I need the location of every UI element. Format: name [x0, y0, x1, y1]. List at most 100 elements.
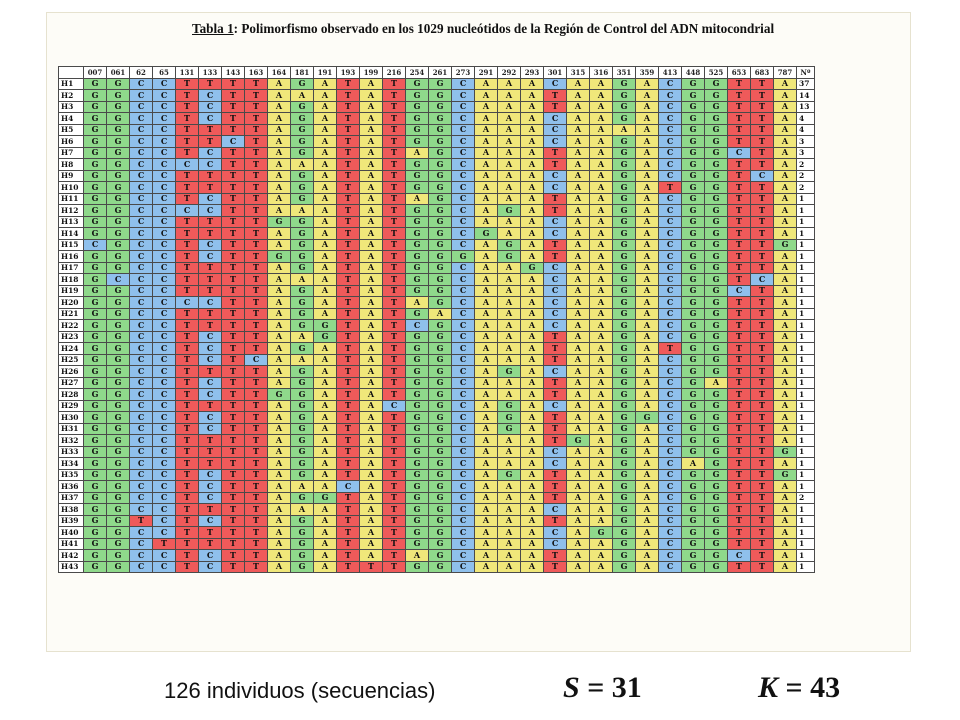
- nucleotide-cell: T: [221, 169, 245, 182]
- nucleotide-cell: G: [612, 135, 636, 148]
- haplotype-label: H27: [58, 376, 84, 389]
- nucleotide-cell: C: [451, 457, 475, 470]
- nucleotide-cell: T: [750, 445, 774, 458]
- nucleotide-cell: T: [750, 181, 774, 194]
- nucleotide-cell: A: [773, 273, 797, 286]
- nucleotide-cell: A: [635, 261, 659, 274]
- nucleotide-cell: A: [566, 468, 590, 481]
- nucleotide-cell: T: [727, 342, 751, 355]
- haplotype-label: H26: [58, 365, 84, 378]
- nucleotide-cell: A: [520, 330, 544, 343]
- nucleotide-cell: A: [520, 491, 544, 504]
- nucleotide-cell: C: [658, 560, 682, 573]
- haplotype-row: H20 G G C C C C T T A G A T A T A G C A A A C A A G A C G G T T A 1: [58, 296, 815, 309]
- nucleotide-cell: G: [428, 192, 452, 205]
- nucleotide-cell: A: [497, 319, 521, 332]
- nucleotide-cell: A: [359, 388, 383, 401]
- nucleotide-cell: A: [497, 445, 521, 458]
- nucleotide-cell: T: [727, 123, 751, 136]
- nucleotide-cell: A: [290, 503, 314, 516]
- nucleotide-cell: G: [681, 135, 705, 148]
- nucleotide-cell: G: [704, 215, 728, 228]
- nucleotide-cell: A: [520, 296, 544, 309]
- nucleotide-cell: G: [497, 365, 521, 378]
- nucleotide-cell: T: [175, 445, 199, 458]
- nucleotide-cell: G: [106, 353, 130, 366]
- nucleotide-cell: C: [658, 215, 682, 228]
- nucleotide-cell: C: [129, 537, 153, 550]
- nucleotide-cell: G: [612, 227, 636, 240]
- haplotype-row: H32 G G C C T T T T A G A T A T G G C A A A T G A G A C G G T T A 1: [58, 434, 815, 447]
- nucleotide-cell: A: [267, 319, 291, 332]
- nucleotide-cell: C: [152, 273, 176, 286]
- nucleotide-cell: T: [382, 307, 406, 320]
- nucleotide-cell: T: [198, 123, 222, 136]
- nucleotide-cell: C: [658, 250, 682, 263]
- haplotype-row: H8 G G C C C C T T A A A T A T G G C A A A T A A G A C G G T T A 2: [58, 158, 815, 171]
- nucleotide-cell: A: [359, 181, 383, 194]
- nucleotide-cell: G: [83, 365, 107, 378]
- nucleotide-cell: A: [290, 273, 314, 286]
- nucleotide-cell: G: [612, 261, 636, 274]
- nucleotide-cell: A: [520, 77, 544, 90]
- nucleotide-cell: A: [520, 192, 544, 205]
- nucleotide-cell: G: [612, 169, 636, 182]
- nucleotide-cell: T: [198, 503, 222, 516]
- nucleotide-cell: A: [520, 480, 544, 493]
- haplotype-row: H14 G G C C T T T T A G A T A T G G C G A A C A A G A C G G T T A 1: [58, 227, 815, 240]
- nucleotide-cell: A: [635, 100, 659, 113]
- nucleotide-cell: A: [520, 422, 544, 435]
- nucleotide-cell: G: [428, 250, 452, 263]
- position-header: 65: [152, 66, 176, 79]
- nucleotide-cell: T: [336, 181, 360, 194]
- nucleotide-cell: G: [681, 376, 705, 389]
- nucleotide-cell: A: [497, 491, 521, 504]
- nucleotide-cell: A: [359, 112, 383, 125]
- nucleotide-cell: T: [382, 296, 406, 309]
- nucleotide-cell: G: [612, 537, 636, 550]
- nucleotide-cell: T: [382, 181, 406, 194]
- nucleotide-cell: G: [290, 526, 314, 539]
- nucleotide-cell: T: [244, 284, 268, 297]
- nucleotide-cell: A: [497, 215, 521, 228]
- nucleotide-cell: G: [106, 549, 130, 562]
- nucleotide-cell: T: [727, 319, 751, 332]
- nucleotide-cell: C: [152, 560, 176, 573]
- nucleotide-cell: C: [451, 399, 475, 412]
- nucleotide-cell: G: [704, 445, 728, 458]
- nucleotide-cell: G: [290, 399, 314, 412]
- nucleotide-cell: T: [727, 422, 751, 435]
- nucleotide-cell: T: [175, 514, 199, 527]
- nucleotide-cell: G: [681, 560, 705, 573]
- nucleotide-cell: C: [451, 526, 475, 539]
- nucleotide-cell: G: [290, 549, 314, 562]
- nucleotide-cell: A: [773, 192, 797, 205]
- nucleotide-cell: C: [244, 353, 268, 366]
- nucleotide-cell: G: [612, 445, 636, 458]
- haplotype-label: H25: [58, 353, 84, 366]
- nucleotide-cell: T: [221, 296, 245, 309]
- nucleotide-cell: G: [106, 123, 130, 136]
- nucleotide-cell: C: [658, 468, 682, 481]
- nucleotide-cell: T: [382, 319, 406, 332]
- nucleotide-cell: C: [129, 434, 153, 447]
- nucleotide-cell: G: [704, 77, 728, 90]
- nucleotide-cell: G: [428, 158, 452, 171]
- nucleotide-cell: G: [106, 77, 130, 90]
- nucleotide-cell: A: [589, 296, 613, 309]
- nucleotide-cell: A: [612, 123, 636, 136]
- nucleotide-cell: T: [727, 365, 751, 378]
- nucleotide-cell: A: [589, 250, 613, 263]
- nucleotide-cell: C: [129, 480, 153, 493]
- nucleotide-cell: T: [382, 353, 406, 366]
- haplotype-row: H33 G G C C T T T T A G A T A T G G C A A A C A A G A C G G T T G 1: [58, 445, 815, 458]
- nucleotide-cell: A: [313, 503, 337, 516]
- nucleotide-cell: A: [267, 365, 291, 378]
- nucleotide-cell: C: [658, 146, 682, 159]
- nucleotide-cell: T: [543, 468, 567, 481]
- nucleotide-cell: G: [612, 353, 636, 366]
- nucleotide-cell: G: [290, 77, 314, 90]
- haplotype-count: 1: [796, 296, 815, 309]
- nucleotide-cell: A: [635, 250, 659, 263]
- nucleotide-cell: A: [773, 330, 797, 343]
